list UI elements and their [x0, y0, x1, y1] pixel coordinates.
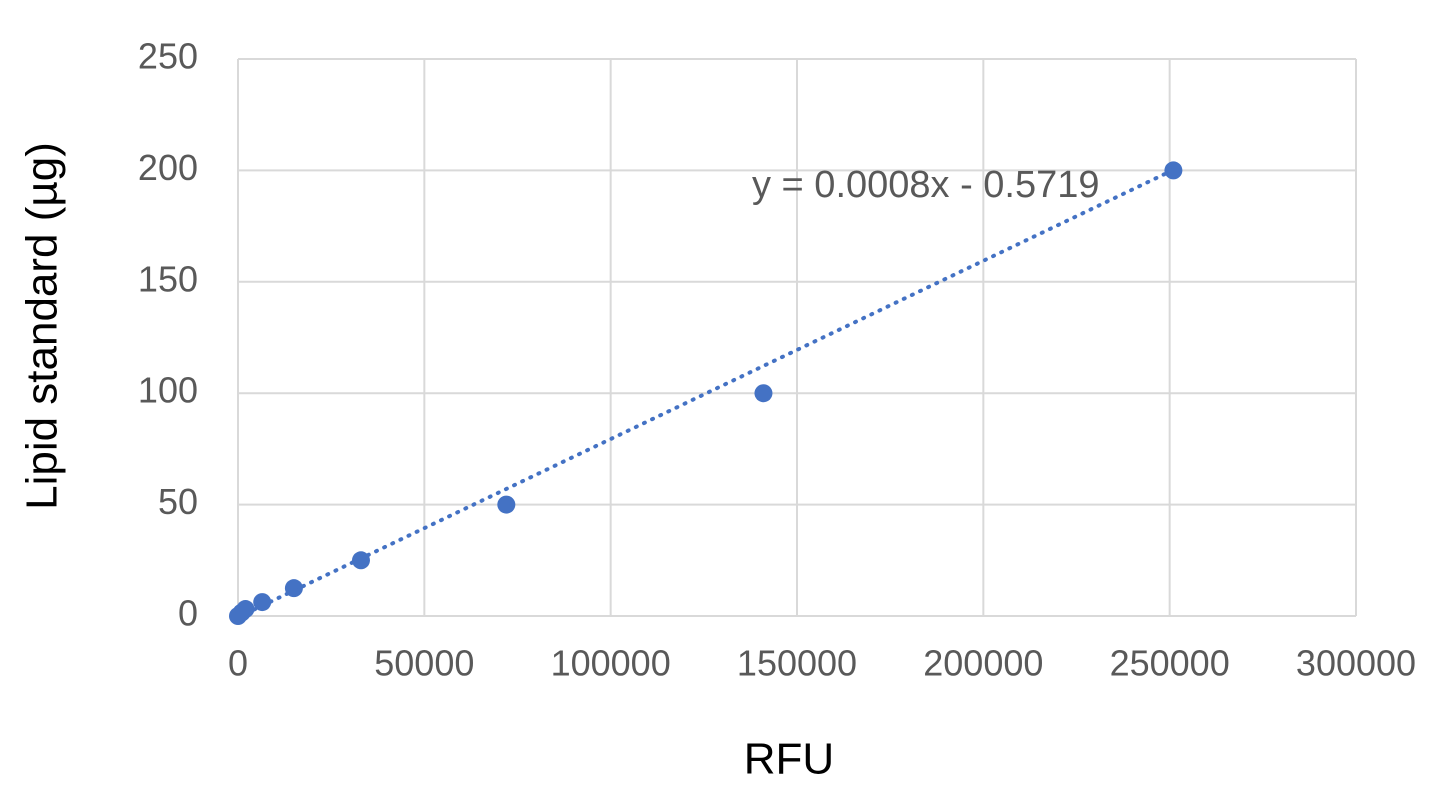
- y-tick-label: 100: [138, 370, 198, 411]
- data-point: [253, 593, 272, 612]
- data-point: [754, 384, 773, 403]
- x-tick-label: 250000: [1110, 643, 1230, 684]
- y-tick-label: 0: [178, 593, 198, 634]
- x-axis-title: RFU: [744, 735, 834, 784]
- y-tick-label: 250: [138, 36, 198, 77]
- x-tick-label: 200000: [923, 643, 1043, 684]
- y-tick-label: 150: [138, 258, 198, 299]
- x-tick-label: 150000: [737, 643, 857, 684]
- y-axis-title: Lipid standard (µg): [18, 142, 67, 510]
- trendline: [236, 167, 1176, 620]
- x-tick-label: 0: [228, 643, 248, 684]
- y-tick-label: 50: [158, 481, 198, 522]
- y-tick-label: 200: [138, 147, 198, 188]
- x-tick-label: 100000: [551, 643, 671, 684]
- x-tick-label: 50000: [374, 643, 474, 684]
- trendline-equation: y = 0.0008x - 0.5719: [752, 164, 1100, 206]
- x-tick-label: 300000: [1296, 643, 1416, 684]
- data-point: [497, 495, 516, 514]
- data-point: [236, 600, 255, 619]
